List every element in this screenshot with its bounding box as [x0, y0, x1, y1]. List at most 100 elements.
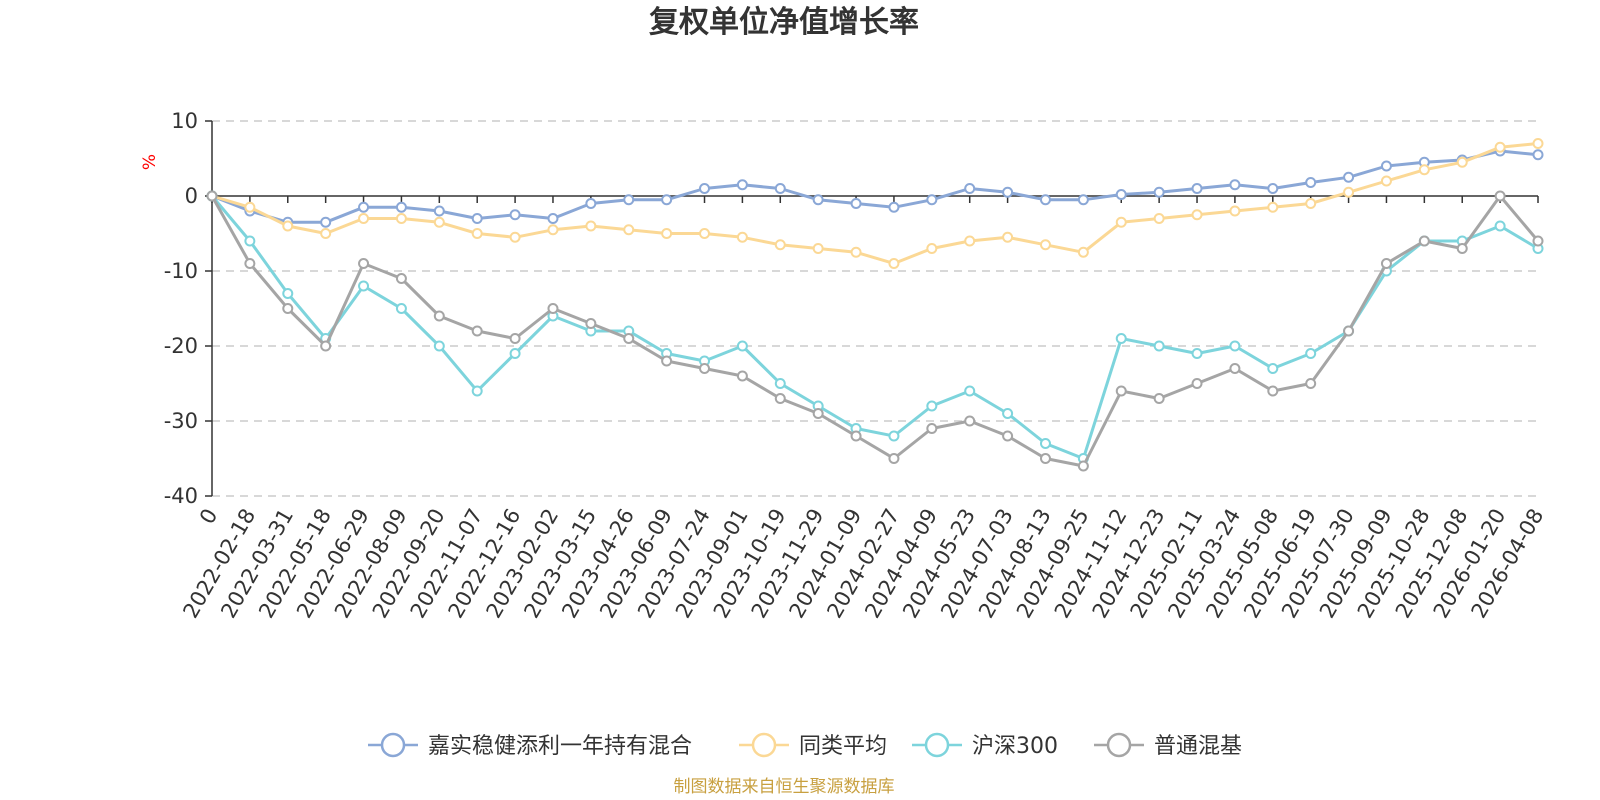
data-point: [547, 224, 559, 236]
data-point: [471, 385, 483, 397]
data-point: [547, 213, 559, 224]
data-point: [661, 194, 673, 206]
data-point: [699, 363, 711, 374]
data-point: [1077, 194, 1089, 206]
data-point: [964, 183, 976, 194]
data-point: [850, 246, 862, 258]
data-point: [699, 228, 711, 239]
chart-title: 复权单位净值增长率: [649, 5, 919, 40]
legend-item[interactable]: 沪深300: [912, 732, 1058, 759]
data-point: [1456, 156, 1468, 168]
legend-marker: [924, 732, 950, 758]
data-point: [1418, 164, 1430, 176]
data-point: [1305, 348, 1317, 359]
data-point: [1039, 453, 1051, 464]
data-point: [433, 340, 445, 352]
data-point: [471, 213, 483, 224]
data-point: [1115, 333, 1127, 344]
legend-marker: [1106, 732, 1132, 758]
data-point: [320, 216, 332, 228]
data-point: [888, 430, 900, 442]
series-line: [210, 149, 1540, 224]
data-point: [206, 190, 218, 202]
data-point: [736, 179, 748, 191]
data-point: [1191, 348, 1203, 359]
data-point: [1305, 378, 1317, 389]
data-point: [509, 333, 521, 344]
data-point: [358, 258, 370, 269]
axes: 100-10-20-30-4002022-02-182022-03-312022…: [164, 109, 1549, 622]
data-point: [699, 183, 711, 194]
data-point: [1229, 363, 1241, 374]
data-point: [509, 348, 521, 359]
data-point: [1267, 385, 1279, 397]
data-point: [1267, 201, 1279, 213]
data-point: [1305, 198, 1317, 209]
data-point: [1229, 340, 1241, 352]
data-point: [926, 423, 938, 434]
data-point: [1494, 190, 1506, 202]
legend-item[interactable]: 普通混基: [1094, 732, 1242, 759]
data-point: [509, 231, 521, 243]
data-point: [395, 303, 407, 314]
data-point: [736, 370, 748, 382]
data-source-footer: 制图数据来自恒生聚源数据库: [674, 777, 895, 797]
data-point: [623, 224, 635, 236]
data-point: [774, 183, 786, 194]
data-point: [244, 258, 256, 269]
data-point: [1494, 141, 1506, 153]
data-point: [1267, 363, 1279, 374]
data-point: [509, 209, 521, 221]
series-line: [210, 194, 1540, 468]
data-point: [585, 198, 597, 209]
data-point: [1039, 438, 1051, 449]
data-point: [1380, 175, 1392, 187]
data-point: [850, 198, 862, 209]
data-point: [1115, 385, 1127, 397]
legend-item[interactable]: 同类平均: [739, 732, 887, 759]
legend-item[interactable]: 嘉实稳健添利一年持有混合: [368, 732, 692, 759]
data-point: [964, 385, 976, 397]
data-point: [1191, 183, 1203, 194]
data-point: [1418, 235, 1430, 247]
data-point: [926, 243, 938, 254]
data-point: [1153, 340, 1165, 352]
y-tick-label: 0: [185, 184, 198, 208]
data-point: [282, 303, 294, 314]
data-point: [888, 453, 900, 464]
data-point: [585, 318, 597, 329]
data-point: [964, 415, 976, 427]
data-point: [1039, 239, 1051, 251]
data-point: [1077, 460, 1089, 472]
data-point: [471, 228, 483, 239]
data-point: [1077, 246, 1089, 258]
data-point: [433, 205, 445, 217]
data-point: [358, 280, 370, 292]
data-point: [1343, 186, 1355, 198]
data-point: [736, 340, 748, 352]
data-point: [1380, 160, 1392, 172]
data-point: [395, 213, 407, 224]
series-line: [210, 194, 1540, 460]
data-point: [395, 201, 407, 213]
data-point: [888, 258, 900, 269]
data-point: [1002, 186, 1014, 198]
data-point: [1380, 258, 1392, 269]
data-point: [282, 288, 294, 299]
data-point: [471, 325, 483, 337]
y-tick-label: -10: [164, 259, 198, 283]
legend-label: 同类平均: [799, 734, 887, 759]
data-point: [926, 194, 938, 206]
data-point: [433, 216, 445, 228]
data-point: [547, 303, 559, 314]
data-point: [1002, 430, 1014, 442]
data-point: [774, 239, 786, 251]
data-point: [1532, 138, 1544, 149]
y-axis-unit: %: [140, 154, 160, 170]
data-point: [1343, 171, 1355, 183]
data-point: [1191, 378, 1203, 389]
legend: 嘉实稳健添利一年持有混合 同类平均 沪深300 普通混基: [368, 732, 1242, 759]
data-point: [1494, 220, 1506, 232]
y-tick-label: -30: [164, 409, 198, 433]
data-point: [358, 201, 370, 213]
